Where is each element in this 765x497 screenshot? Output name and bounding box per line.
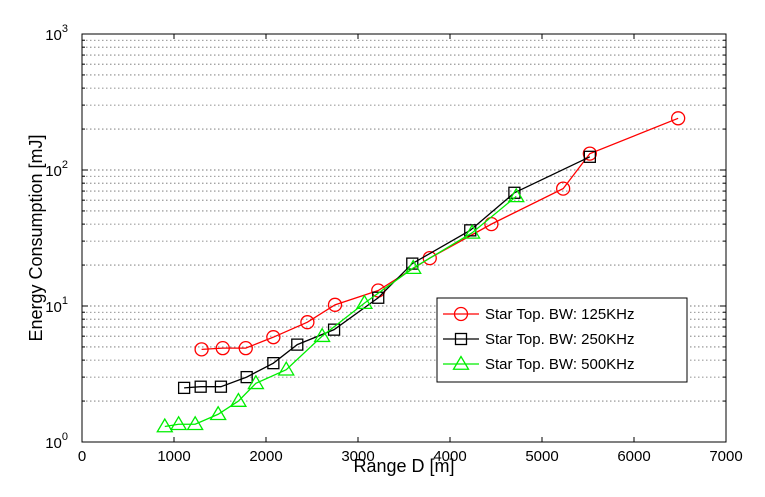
series-line bbox=[201, 117, 679, 351]
legend-marker bbox=[453, 306, 469, 322]
legend-items: Star Top. BW: 125KHz Star Top. BW: 250KHz… bbox=[443, 306, 635, 373]
legend-marker bbox=[452, 355, 470, 370]
data-point bbox=[583, 150, 596, 163]
x-tick-label: 4000 bbox=[433, 448, 466, 465]
legend: Star Top. BW: 125KHz Star Top. BW: 250KHz… bbox=[436, 297, 688, 383]
axis-ticks: 0 1000 2000 3000 4000 5000 6000 700010010110210… bbox=[45, 23, 743, 465]
y-tick-label: 100 bbox=[45, 431, 68, 452]
data-point bbox=[238, 340, 253, 356]
data-point bbox=[327, 297, 343, 312]
x-tick-label: 7000 bbox=[709, 448, 742, 465]
legend-entry: Star Top. BW: 250KHz bbox=[443, 331, 635, 348]
y-axis-title: Energy Consumption [mJ] bbox=[26, 134, 46, 341]
data-point bbox=[291, 338, 304, 351]
data-point bbox=[267, 356, 280, 370]
x-tick-label: 2000 bbox=[249, 448, 282, 465]
data-point bbox=[463, 224, 481, 239]
data-point bbox=[194, 342, 209, 357]
y-tick-base: 10 bbox=[45, 27, 62, 44]
x-axis-title: Range D [m] bbox=[353, 456, 454, 476]
series-line bbox=[164, 195, 517, 428]
y-tick-exponent: 0 bbox=[62, 431, 68, 443]
legend-box bbox=[436, 297, 688, 383]
series-layer bbox=[156, 111, 686, 433]
data-point bbox=[247, 374, 265, 390]
x-tick-label: 0 bbox=[78, 448, 86, 465]
series-1 bbox=[194, 111, 686, 357]
legend-entry: Star Top. BW: 500KHz bbox=[443, 355, 635, 373]
y-tick-exponent: 2 bbox=[62, 159, 68, 171]
data-point bbox=[300, 315, 315, 330]
y-tick-label: 101 bbox=[45, 295, 68, 316]
data-point bbox=[186, 415, 204, 431]
data-point bbox=[313, 327, 331, 343]
data-point bbox=[156, 417, 174, 433]
y-tick-base: 10 bbox=[45, 299, 62, 316]
legend-entry: Star Top. BW: 125KHz bbox=[443, 306, 635, 323]
data-point bbox=[277, 360, 295, 376]
y-tick-base: 10 bbox=[45, 163, 62, 180]
data-point bbox=[327, 323, 341, 336]
data-point bbox=[507, 187, 525, 203]
data-point bbox=[229, 392, 248, 407]
x-tick-label: 5000 bbox=[525, 448, 558, 465]
y-tick-exponent: 1 bbox=[62, 295, 68, 307]
x-tick-label: 1000 bbox=[157, 448, 190, 465]
data-point bbox=[556, 181, 571, 196]
plot-area bbox=[81, 33, 727, 443]
data-point bbox=[671, 111, 686, 126]
data-point bbox=[266, 330, 281, 345]
y-tick-label: 102 bbox=[45, 159, 68, 180]
data-point bbox=[177, 381, 191, 395]
y-tick-base: 10 bbox=[45, 435, 62, 452]
data-point bbox=[194, 380, 207, 393]
legend-label: Star Top. BW: 125KHz bbox=[485, 306, 635, 323]
series-3 bbox=[156, 187, 525, 433]
data-point bbox=[240, 370, 253, 384]
x-tick-label: 3000 bbox=[341, 448, 374, 465]
x-tick-label: 6000 bbox=[617, 448, 650, 465]
series-line bbox=[184, 156, 591, 389]
data-point bbox=[404, 259, 422, 274]
legend-label: Star Top. BW: 250KHz bbox=[485, 331, 635, 348]
data-point bbox=[169, 415, 188, 431]
data-point bbox=[582, 146, 597, 161]
data-point bbox=[214, 380, 228, 393]
y-tick-exponent: 3 bbox=[62, 23, 68, 35]
legend-marker bbox=[454, 332, 468, 346]
y-tick-label: 103 bbox=[45, 23, 68, 44]
legend-label: Star Top. BW: 500KHz bbox=[485, 356, 635, 373]
data-point bbox=[355, 294, 374, 310]
data-point bbox=[422, 250, 437, 266]
data-point bbox=[209, 405, 227, 421]
data-point bbox=[215, 340, 230, 356]
